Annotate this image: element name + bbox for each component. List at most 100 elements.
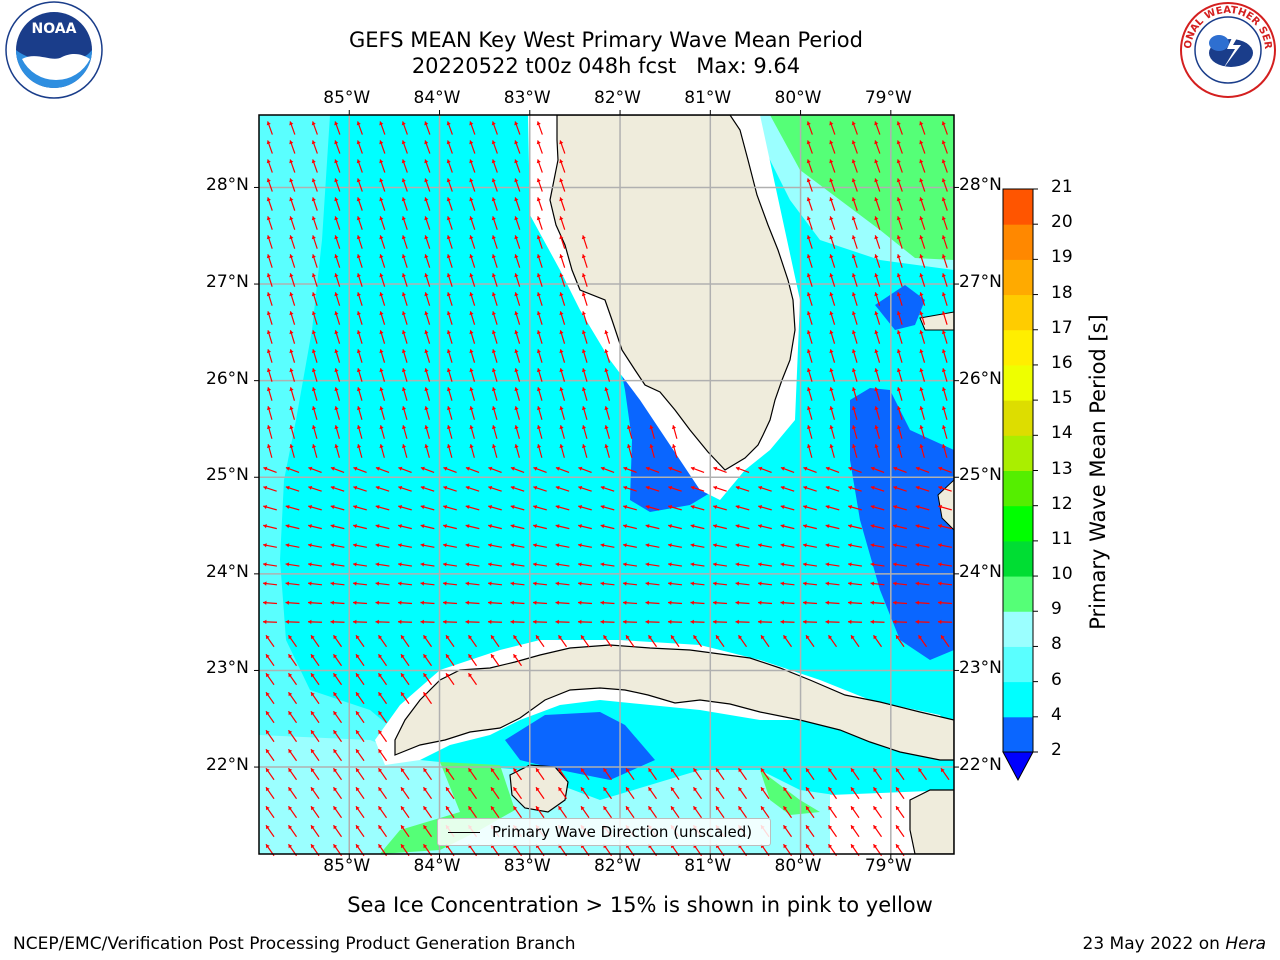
wave-arrow <box>829 140 836 154</box>
wave-arrow <box>355 767 365 781</box>
wave-arrow <box>581 235 588 249</box>
wave-arrow <box>915 600 930 605</box>
wave-arrow <box>896 387 903 401</box>
colorbar-segment <box>1003 646 1033 683</box>
wave-arrow <box>401 197 408 211</box>
wave-arrow <box>375 562 390 567</box>
wave-arrow <box>692 634 703 648</box>
wave-arrow <box>491 444 498 458</box>
wave-arrow <box>892 600 908 605</box>
wave-arrow <box>600 543 615 548</box>
wave-arrow <box>510 524 525 530</box>
wave-arrow <box>420 543 435 548</box>
wave-arrow <box>533 504 547 511</box>
wave-arrow <box>850 786 860 800</box>
wave-arrow <box>941 368 948 382</box>
colorbar-segment <box>1003 400 1033 436</box>
wave-arrow <box>581 387 588 401</box>
wave-arrow <box>851 197 858 211</box>
wave-arrow <box>805 786 815 800</box>
wave-arrow <box>446 330 453 344</box>
wave-arrow <box>491 216 498 230</box>
footer-credit: NCEP/EMC/Verification Post Processing Pr… <box>13 934 576 954</box>
wave-arrow <box>895 824 905 838</box>
wave-arrow <box>400 767 410 781</box>
wave-arrow <box>536 197 543 211</box>
wave-arrow <box>401 178 408 192</box>
wave-arrow <box>715 786 725 800</box>
wave-arrow <box>803 524 817 530</box>
wave-arrow <box>825 543 840 548</box>
wave-arrow <box>285 504 300 511</box>
wave-arrow <box>580 786 590 800</box>
colorbar-segment <box>1003 259 1033 296</box>
wave-arrow <box>851 235 858 249</box>
wave-arrow <box>735 600 750 605</box>
wave-arrow <box>469 330 476 344</box>
wave-arrow <box>443 504 457 511</box>
wave-arrow <box>829 216 836 230</box>
wave-arrow <box>532 600 548 605</box>
wave-arrow <box>896 311 903 325</box>
wave-arrow <box>514 406 521 420</box>
wave-arrow <box>938 466 952 473</box>
wave-arrow <box>491 235 498 249</box>
wave-arrow <box>356 444 363 458</box>
wave-arrow <box>645 524 660 530</box>
wave-arrow <box>334 216 341 230</box>
wave-arrow <box>758 524 772 530</box>
wave-arrow <box>332 824 343 838</box>
wave-arrow <box>375 600 390 605</box>
wave-arrow <box>334 140 341 154</box>
wave-arrow <box>514 140 521 154</box>
wave-arrow <box>265 634 275 648</box>
lon-tick-label-top: 79°W <box>864 88 912 108</box>
wave-arrow <box>446 216 453 230</box>
wave-arrow <box>353 485 367 492</box>
wave-arrow <box>645 485 660 492</box>
wave-arrow <box>690 543 705 548</box>
wave-arrow <box>623 524 637 530</box>
wave-arrow <box>266 273 273 287</box>
wave-arrow <box>310 672 320 686</box>
wave-arrow <box>851 387 858 401</box>
wave-arrow <box>424 406 431 420</box>
wave-arrow <box>442 581 458 586</box>
wave-arrow <box>535 634 545 648</box>
wave-arrow <box>377 805 388 819</box>
wave-arrow <box>446 121 453 135</box>
wave-arrow <box>735 485 750 492</box>
wave-arrow <box>827 786 838 800</box>
wave-arrow <box>510 600 525 605</box>
colorbar-segment <box>1003 189 1033 225</box>
wave-arrow <box>851 273 858 287</box>
wave-arrow <box>334 273 341 287</box>
colorbar-tick-label: 16 <box>1051 352 1073 373</box>
wave-arrow <box>308 466 322 473</box>
wave-arrow <box>802 581 818 586</box>
wave-arrow <box>874 254 881 268</box>
wave-arrow <box>424 349 431 363</box>
wave-arrow <box>896 140 903 154</box>
lon-tick-label-top: 81°W <box>684 88 732 108</box>
wave-arrow <box>377 691 388 705</box>
wave-arrow <box>647 805 658 819</box>
wave-arrow <box>332 634 343 648</box>
wave-arrow <box>262 600 278 605</box>
wave-arrow <box>604 406 611 420</box>
wave-arrow <box>850 824 860 838</box>
period-region-green-east <box>760 770 820 815</box>
wave-arrow <box>289 254 296 268</box>
wave-arrow <box>829 368 836 382</box>
wave-arrow <box>937 562 953 567</box>
wave-arrow <box>915 562 930 567</box>
wave-arrow <box>377 653 388 667</box>
wave-arrow <box>379 292 386 306</box>
wave-arrow <box>896 254 903 268</box>
wave-arrow <box>356 349 363 363</box>
wave-arrow <box>870 524 885 530</box>
wave-arrow <box>847 600 863 605</box>
wave-arrow <box>692 786 703 800</box>
wave-arrow <box>667 562 683 567</box>
wave-arrow <box>398 524 412 530</box>
